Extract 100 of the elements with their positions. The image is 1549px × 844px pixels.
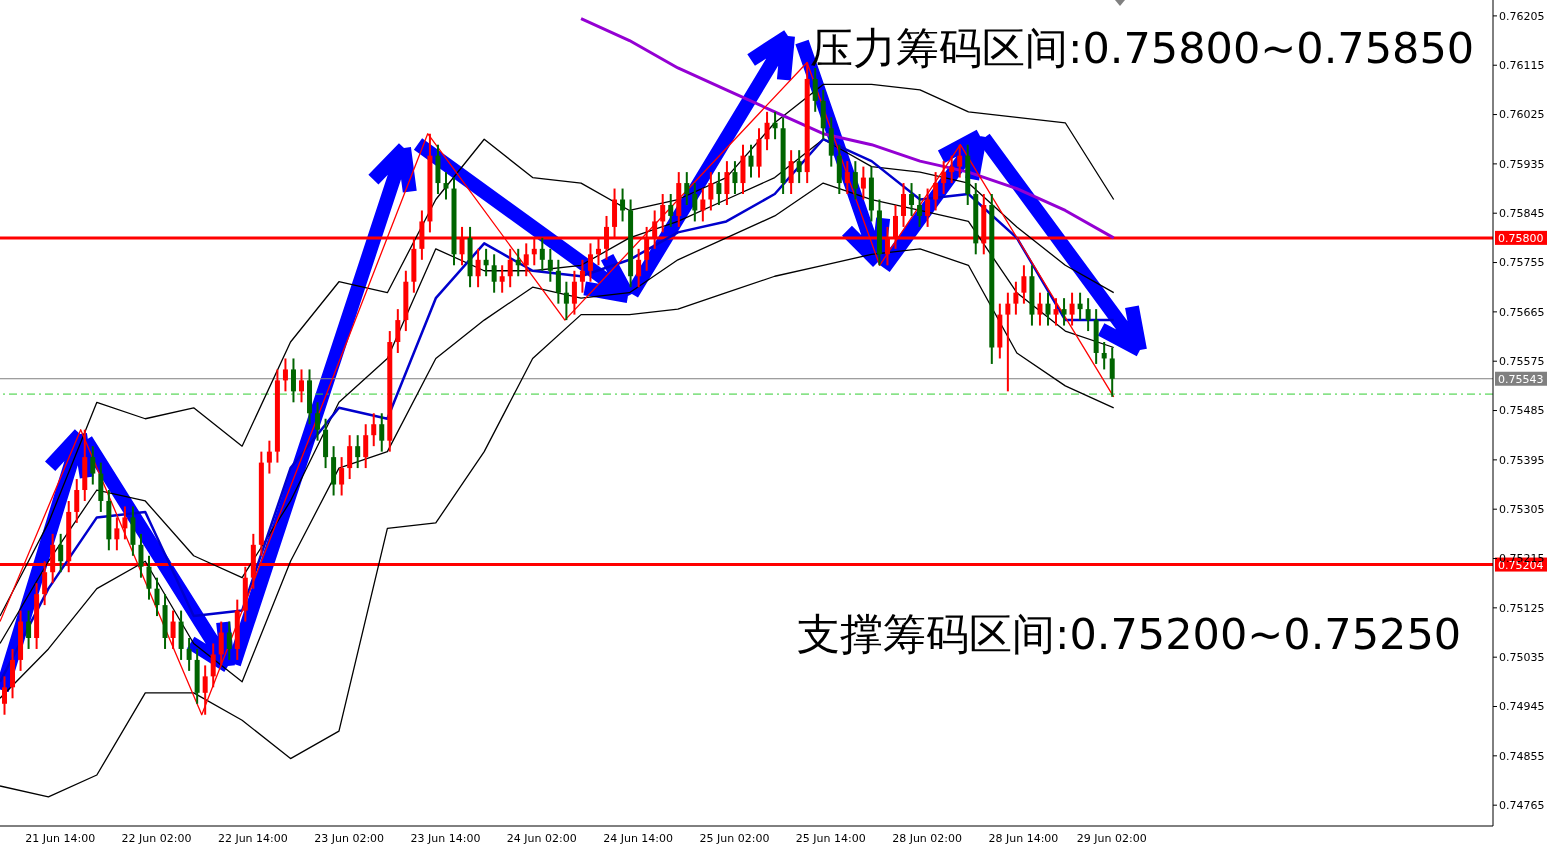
x-tick-label: 24 Jun 02:00: [506, 831, 577, 844]
ref-line-label: 0.75543: [1498, 372, 1544, 386]
candlestick: [74, 478, 80, 524]
candlestick: [491, 253, 497, 294]
y-tick-label: 0.74765: [1499, 799, 1545, 813]
candlestick: [660, 193, 666, 234]
y-tick-label: 0.75935: [1499, 157, 1545, 171]
candlestick: [925, 187, 931, 228]
candlestick: [395, 308, 401, 354]
candlestick: [90, 445, 96, 486]
y-tick-label: 0.75125: [1499, 601, 1545, 615]
candlestick: [587, 242, 593, 283]
candlestick: [371, 412, 377, 448]
y-tick-label: 0.75395: [1499, 453, 1545, 467]
candlestick: [788, 149, 794, 196]
y-tick-label: 0.75575: [1499, 355, 1545, 369]
candlestick: [146, 554, 152, 601]
candlestick: [475, 247, 481, 289]
candlestick: [692, 182, 698, 223]
candlestick: [170, 609, 176, 650]
x-tick-label: 24 Jun 14:00: [603, 831, 674, 844]
candlestick: [732, 160, 738, 196]
y-tick-label: 0.74855: [1499, 749, 1545, 763]
candlestick: [218, 620, 224, 667]
candlestick: [764, 110, 770, 152]
candlestick: [901, 182, 907, 228]
candlestick: [483, 247, 489, 278]
candlestick: [523, 242, 529, 278]
candlestick: [700, 187, 706, 223]
candlestick: [1069, 291, 1075, 327]
candlestick: [1061, 297, 1067, 327]
candlestick: [668, 193, 674, 228]
candlestick: [917, 193, 923, 228]
x-tick-label: 22 Jun 02:00: [121, 831, 192, 844]
candlestick: [290, 357, 296, 404]
candlestick: [909, 182, 915, 217]
candlestick: [620, 187, 626, 223]
candlestick: [949, 154, 955, 185]
x-tick-label: 29 Jun 02:00: [1076, 831, 1147, 844]
y-tick-label: 0.76205: [1499, 9, 1545, 23]
candlestick: [1037, 291, 1043, 327]
candlestick: [315, 401, 321, 442]
candlestick: [299, 368, 304, 404]
candlestick: [507, 247, 513, 289]
x-tick-label: 21 Jun 14:00: [25, 831, 96, 844]
candlestick: [571, 269, 577, 316]
candlestick: [363, 423, 369, 470]
candlestick: [114, 516, 120, 552]
candlestick: [636, 247, 642, 289]
candlestick: [347, 434, 353, 481]
candlestick: [515, 247, 521, 278]
x-tick-label: 28 Jun 02:00: [892, 831, 963, 844]
candlestick: [1109, 346, 1115, 398]
candlestick: [539, 236, 545, 272]
candlestick: [724, 160, 730, 206]
candlestick: [2, 675, 7, 716]
candlestick: [684, 171, 690, 206]
candlestick: [1053, 297, 1059, 327]
candlestick: [812, 66, 818, 113]
candlestick: [355, 434, 361, 470]
candlestick: [555, 258, 561, 305]
candlestick: [941, 160, 947, 196]
x-tick-label: 25 Jun 02:00: [699, 831, 770, 844]
y-tick-label: 0.75305: [1499, 503, 1545, 517]
candlestick: [957, 143, 963, 179]
annotation: 支撑筹码区间:0.75200~0.75250: [797, 608, 1462, 661]
candlestick: [860, 165, 866, 201]
candlestick: [282, 357, 288, 393]
candlestick: [138, 532, 144, 579]
y-tick-label: 0.75035: [1499, 651, 1545, 665]
x-tick-label: 28 Jun 14:00: [988, 831, 1059, 844]
y-tick-label: 0.75485: [1499, 404, 1545, 418]
y-tick-label: 0.75665: [1499, 305, 1545, 319]
candlestick: [772, 110, 778, 141]
candlestick: [1021, 264, 1027, 305]
x-tick-label: 23 Jun 14:00: [410, 831, 481, 844]
x-tick-label: 22 Jun 14:00: [217, 831, 288, 844]
candlestick: [186, 637, 192, 672]
candlestick: [1077, 291, 1083, 322]
candlestick: [716, 171, 722, 206]
candlestick: [933, 171, 939, 212]
y-tick-label: 0.75845: [1499, 207, 1545, 221]
candlestick: [748, 143, 754, 179]
candlestick: [379, 412, 385, 453]
x-tick-label: 23 Jun 02:00: [314, 831, 385, 844]
candlestick: [1005, 291, 1011, 393]
candlestick: [708, 171, 714, 212]
y-tick-label: 0.76115: [1499, 59, 1545, 73]
candlestick: [852, 160, 858, 201]
candlestick: [547, 247, 553, 283]
candlestick: [443, 171, 449, 201]
candlestick: [563, 280, 569, 322]
y-tick-label: 0.76025: [1499, 108, 1545, 122]
candlestick: [226, 620, 232, 661]
candlestick: [266, 439, 272, 475]
candlestick: [122, 505, 128, 541]
x-tick-label: 25 Jun 14:00: [795, 831, 866, 844]
candlestick: [1013, 280, 1019, 316]
y-tick-label: 0.75755: [1499, 256, 1545, 270]
candlestick: [499, 264, 505, 294]
